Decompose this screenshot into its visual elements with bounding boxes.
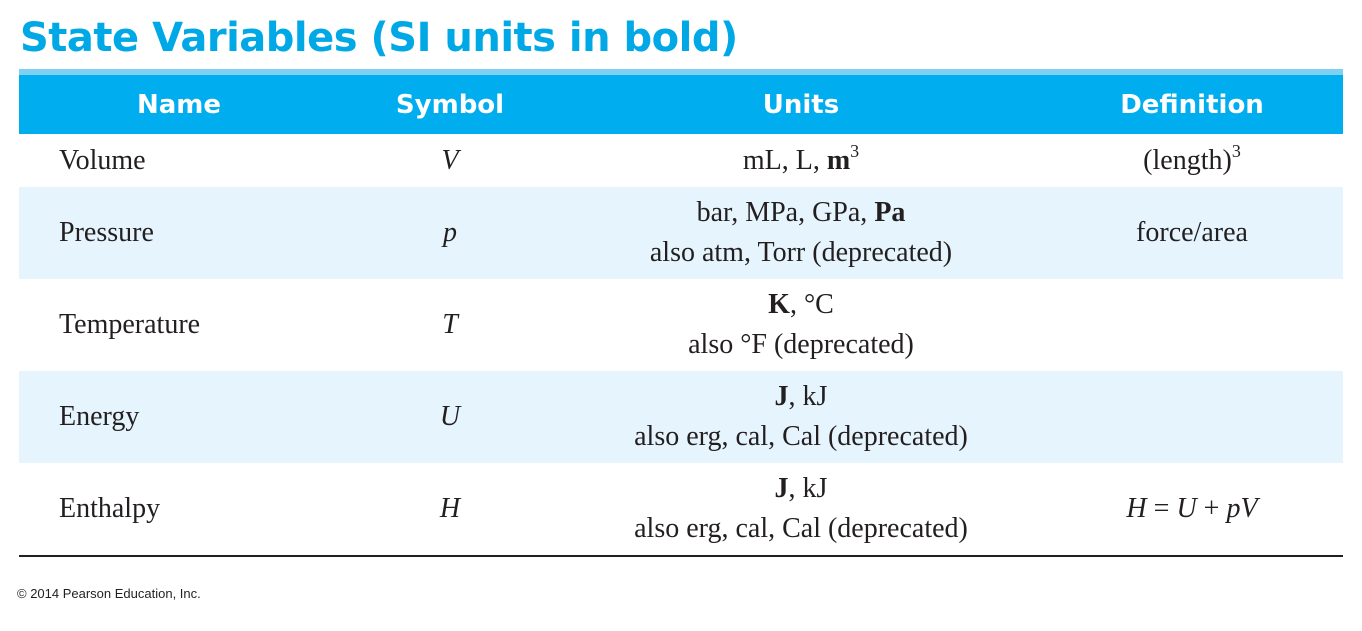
row-name: Volume: [59, 144, 146, 176]
row-name: Energy: [59, 401, 140, 432]
table-bottom-rule: [19, 555, 1343, 557]
table-row: Pressure p bar, MPa, GPa, Pa also atm, T…: [19, 187, 1343, 279]
row-units: mL, L, m3: [742, 140, 860, 176]
header-definition: Definition: [1120, 89, 1264, 120]
table-row: Volume V mL, L, m3 (length)3: [19, 134, 1343, 187]
header-units: Units: [762, 89, 840, 120]
row-units: bar, MPa, GPa, Pa also atm, Torr (deprec…: [649, 197, 953, 268]
row-name: Enthalpy: [59, 493, 161, 524]
header-symbol: Symbol: [395, 89, 505, 120]
page-title: State Variables (SI units in bold): [20, 15, 738, 61]
row-symbol: V: [441, 144, 459, 176]
table-top-rule: [19, 69, 1343, 75]
table-row: Energy U J, kJ also erg, cal, Cal (depre…: [19, 371, 1343, 463]
row-name: Temperature: [59, 309, 201, 340]
header-name: Name: [136, 89, 222, 120]
table-header-row: Name Symbol Units Definition: [19, 75, 1343, 134]
row-symbol: U: [439, 401, 461, 432]
row-symbol: H: [439, 493, 461, 524]
table-row: Temperature T K, °C also °F (deprecated): [19, 279, 1343, 371]
row-units: K, °C also °F (deprecated): [688, 289, 914, 360]
row-definition: H = U + pV: [1126, 493, 1258, 524]
row-name: Pressure: [59, 217, 154, 248]
row-definition: force/area: [1136, 217, 1248, 248]
row-symbol: p: [443, 217, 457, 248]
state-variables-table: Name Symbol Units Definition Volume V mL…: [19, 69, 1343, 557]
table-row: Enthalpy H J, kJ also erg, cal, Cal (dep…: [19, 463, 1343, 555]
copyright-footer: © 2014 Pearson Education, Inc.: [17, 586, 201, 601]
row-symbol: T: [442, 309, 458, 340]
row-units: J, kJ also erg, cal, Cal (deprecated): [634, 473, 968, 544]
row-definition: (length)3: [1143, 140, 1241, 176]
row-units: J, kJ also erg, cal, Cal (deprecated): [634, 381, 968, 452]
